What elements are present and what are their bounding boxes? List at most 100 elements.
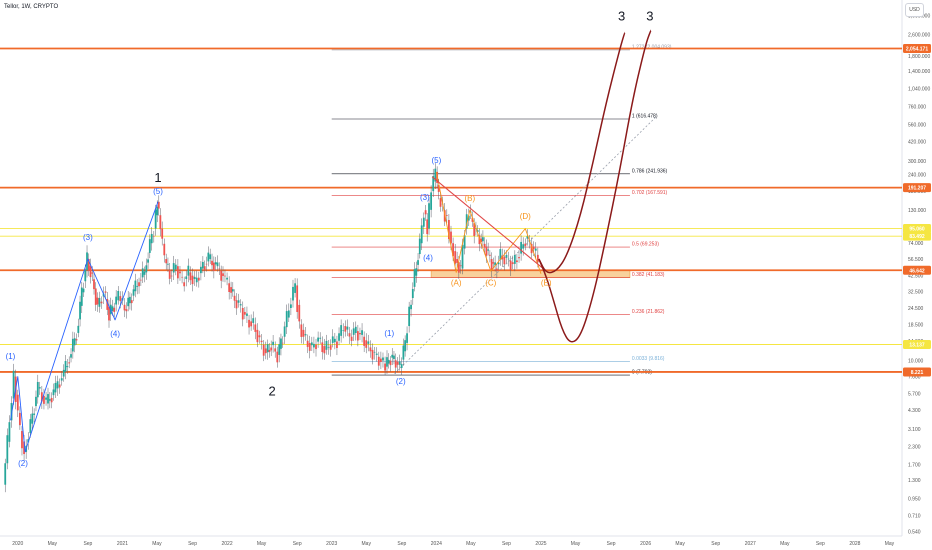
candle-body [283, 326, 286, 337]
candle-body [189, 272, 192, 281]
candle-body [119, 296, 122, 302]
candle-body [200, 266, 202, 274]
wave-label-major: 3 [618, 9, 625, 24]
candle-body [70, 354, 72, 358]
candle-body [170, 275, 173, 277]
candle-body [4, 463, 7, 485]
candle-body [145, 265, 148, 273]
level-badge-text: 83.492 [909, 234, 925, 240]
candle-body [346, 326, 349, 330]
candle-body [125, 309, 128, 312]
currency-badge[interactable]: USD [905, 3, 924, 17]
x-tick-label: May [257, 541, 267, 547]
candle-body [179, 271, 181, 274]
candle-body [420, 225, 423, 244]
candle-body [276, 351, 279, 363]
candle-body [239, 304, 242, 306]
candle-body [492, 262, 495, 264]
fib-level-label: 0.702 (167.591) [632, 190, 668, 196]
candle-body [104, 291, 107, 293]
candle-body [379, 358, 382, 363]
candle-body [406, 333, 408, 343]
candle-body [294, 283, 296, 293]
fib-level-label: 0.382 (41.183) [632, 272, 665, 278]
candle-body [296, 285, 299, 312]
candle-body [473, 223, 476, 237]
candle-body [359, 333, 361, 335]
candle-body [130, 300, 133, 304]
x-tick-label: Sep [188, 541, 197, 547]
candle-body [465, 214, 468, 229]
y-tick-label: 42.500 [908, 274, 924, 280]
candle-body [342, 330, 345, 332]
candle-body [432, 176, 435, 192]
candle-body [338, 333, 340, 341]
demand-zone [430, 269, 631, 278]
candle-body [348, 333, 351, 337]
candle-body [156, 206, 159, 216]
candle-body [117, 290, 120, 301]
candle-body [417, 260, 419, 265]
candle-body [115, 296, 118, 305]
x-tick-label: 2026 [640, 541, 651, 547]
candle-body [300, 324, 303, 337]
candle-body [230, 287, 232, 293]
candle-body [304, 334, 307, 336]
candle-body [68, 362, 71, 364]
candle-body [73, 338, 76, 346]
x-tick-label: May [780, 541, 790, 547]
candle-body [503, 256, 506, 265]
candle-body [141, 268, 144, 278]
candle-body [298, 304, 301, 322]
candle-body [344, 326, 347, 332]
candle-body [161, 228, 164, 239]
candle-body [123, 304, 126, 311]
y-tick-label: 0.950 [908, 496, 921, 502]
candle-body [154, 209, 157, 229]
candle-body [384, 363, 386, 371]
candle-body [231, 289, 234, 292]
y-tick-label: 130.000 [908, 208, 926, 214]
candle-body [108, 306, 110, 321]
candle-body [382, 357, 384, 361]
candle-body [478, 235, 481, 245]
x-tick-label: 2028 [849, 541, 860, 547]
wave-label-minor: (5) [431, 156, 441, 165]
x-tick-label: 2020 [12, 541, 23, 547]
level-price-badge: 13.137 [903, 339, 931, 349]
candle-body [18, 412, 21, 426]
y-tick-label: 180.000 [908, 189, 926, 195]
candle-body [248, 319, 250, 328]
candle-body [214, 262, 217, 265]
candle-body [218, 268, 221, 270]
candle-body [31, 413, 34, 424]
candle-body [52, 389, 55, 396]
y-tick-label: 18.500 [908, 322, 924, 328]
y-tick-label: 3.100 [908, 427, 921, 433]
candle-body [505, 254, 508, 258]
candle-body [413, 269, 416, 287]
candle-body [471, 217, 474, 222]
level-price-badge: 95.060 [903, 224, 931, 234]
candle-body [452, 243, 454, 257]
candle-body [363, 336, 366, 346]
candle-body [445, 215, 448, 216]
candle-body [459, 265, 462, 267]
candle-body [66, 366, 69, 368]
y-tick-label: 2,600.000 [908, 33, 930, 39]
candle-body [167, 263, 169, 265]
candle-body [203, 266, 206, 271]
x-tick-label: May [675, 541, 685, 547]
candle-body [439, 198, 442, 207]
wave-label-major: 2 [268, 384, 275, 399]
candle-body [138, 282, 140, 287]
candle-body [84, 270, 87, 282]
candle-body [45, 397, 47, 400]
level-badge-text: 191.207 [908, 186, 926, 192]
candle-body [150, 233, 153, 244]
candle-body [260, 340, 263, 343]
level-badge-text: 2,054.171 [906, 46, 928, 52]
level-badge-bg [903, 231, 931, 241]
candle-body [147, 259, 149, 263]
